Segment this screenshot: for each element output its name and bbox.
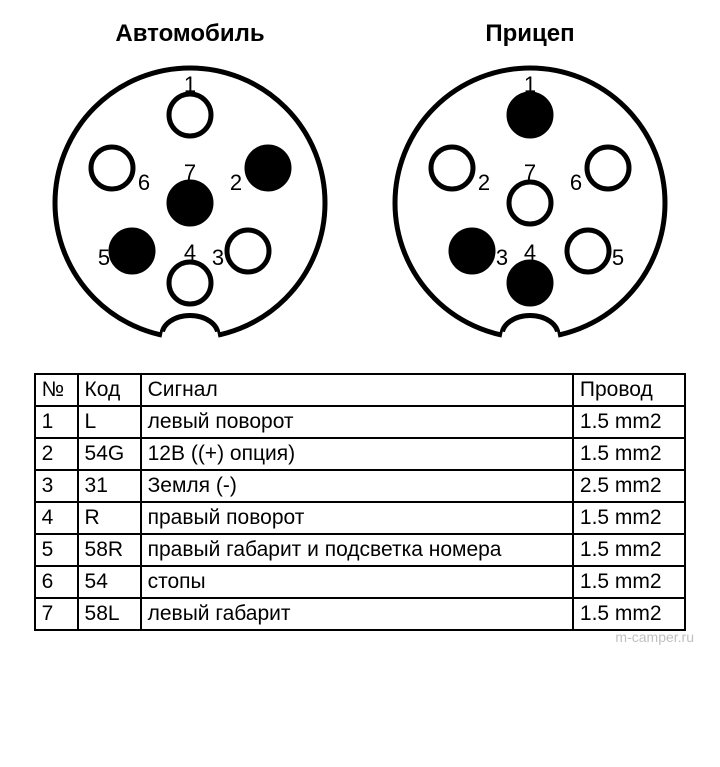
pin-2	[431, 147, 473, 189]
cell-signal: 12В ((+) опция)	[141, 438, 573, 470]
pin-label-2: 2	[478, 170, 490, 195]
pin-label-6: 6	[570, 170, 582, 195]
cell-code: 58L	[78, 598, 141, 630]
cell-num: 6	[35, 566, 78, 598]
cell-wire: 1.5 mm2	[573, 534, 685, 566]
vehicle-diagram: Автомобиль 1 2 34 5 6 7	[50, 20, 330, 343]
pin-label-5: 5	[612, 245, 624, 270]
cell-signal: левый поворот	[141, 406, 573, 438]
pin-label-2: 2	[230, 170, 242, 195]
th-wire: Провод	[573, 374, 685, 406]
pin-6	[587, 147, 629, 189]
cell-wire: 1.5 mm2	[573, 502, 685, 534]
vehicle-title: Автомобиль	[50, 20, 330, 48]
pin-1	[169, 94, 211, 136]
pin-5	[567, 230, 609, 272]
signal-table: № Код Сигнал Провод 1Lлевый поворот1.5 m…	[34, 373, 687, 631]
pin-4	[509, 262, 551, 304]
cell-wire: 1.5 mm2	[573, 566, 685, 598]
th-code: Код	[78, 374, 141, 406]
pin-label-5: 5	[98, 245, 110, 270]
pin-1	[509, 94, 551, 136]
pin-label-7: 7	[524, 160, 536, 185]
pin-label-4: 4	[524, 240, 536, 265]
cell-wire: 2.5 mm2	[573, 470, 685, 502]
cell-code: R	[78, 502, 141, 534]
cell-num: 1	[35, 406, 78, 438]
pin-label-3: 3	[212, 245, 224, 270]
cell-code: 58R	[78, 534, 141, 566]
th-signal: Сигнал	[141, 374, 573, 406]
th-num: №	[35, 374, 78, 406]
table-row: 758Lлевый габарит1.5 mm2	[35, 598, 686, 630]
table-row: 558Rправый габарит и подсветка номера1.5…	[35, 534, 686, 566]
cell-wire: 1.5 mm2	[573, 406, 685, 438]
pin-label-1: 1	[524, 72, 536, 97]
diagrams-row: Автомобиль 1234567 Прицеп 1234567	[20, 20, 700, 343]
pin-label-4: 4	[184, 240, 196, 265]
pin-label-6: 6	[138, 170, 150, 195]
pin-3	[451, 230, 493, 272]
cell-num: 3	[35, 470, 78, 502]
cell-num: 5	[35, 534, 78, 566]
pin-label-3: 3	[496, 245, 508, 270]
pin-3	[227, 230, 269, 272]
table-row: 254G12В ((+) опция)1.5 mm2	[35, 438, 686, 470]
watermark: m-camper.ru	[20, 629, 700, 645]
cell-signal: Земля (-)	[141, 470, 573, 502]
cell-num: 7	[35, 598, 78, 630]
table-row: 654стопы1.5 mm2	[35, 566, 686, 598]
table-row: 4Rправый поворот1.5 mm2	[35, 502, 686, 534]
cell-code: 54G	[78, 438, 141, 470]
cell-wire: 1.5 mm2	[573, 438, 685, 470]
cell-num: 4	[35, 502, 78, 534]
page: Автомобиль 1234567 Прицеп 1234567 № Код …	[0, 0, 720, 655]
cell-signal: левый габарит	[141, 598, 573, 630]
pin-4	[169, 262, 211, 304]
vehicle-connector-svg: 1 2 34 5 6 7	[50, 63, 330, 343]
table-header-row: № Код Сигнал Провод	[35, 374, 686, 406]
pin-label-7: 7	[184, 160, 196, 185]
pin-5	[111, 230, 153, 272]
pin-label-1: 1	[184, 72, 196, 97]
pin-7	[509, 182, 551, 224]
table-row: 331Земля (-)2.5 mm2	[35, 470, 686, 502]
cell-wire: 1.5 mm2	[573, 598, 685, 630]
cell-signal: правый поворот	[141, 502, 573, 534]
cell-code: 31	[78, 470, 141, 502]
pin-6	[91, 147, 133, 189]
trailer-diagram: Прицеп 1 2 34 5 6 7	[390, 20, 670, 343]
trailer-title: Прицеп	[390, 20, 670, 48]
pin-2	[247, 147, 289, 189]
pin-7	[169, 182, 211, 224]
cell-num: 2	[35, 438, 78, 470]
cell-code: 54	[78, 566, 141, 598]
table-row: 1Lлевый поворот1.5 mm2	[35, 406, 686, 438]
trailer-connector-svg: 1 2 34 5 6 7	[390, 63, 670, 343]
cell-signal: правый габарит и подсветка номера	[141, 534, 573, 566]
cell-signal: стопы	[141, 566, 573, 598]
cell-code: L	[78, 406, 141, 438]
